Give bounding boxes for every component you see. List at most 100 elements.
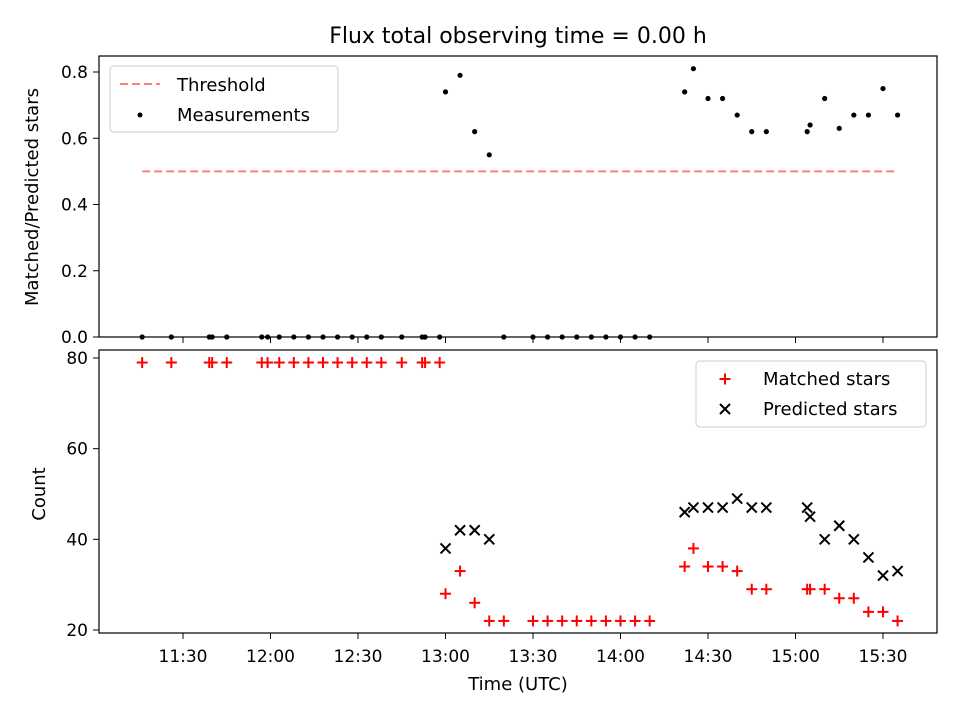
measurement-point	[880, 85, 886, 92]
measurement-point	[804, 129, 810, 135]
measurement-point	[851, 112, 857, 118]
matched-star-point	[542, 615, 554, 627]
matched-legend-swatch	[719, 373, 731, 385]
matched-star-point	[273, 357, 285, 369]
measurement-point	[437, 334, 443, 340]
measurement-point	[209, 334, 215, 340]
matched-star-point	[483, 615, 495, 627]
measurement-point	[364, 334, 370, 340]
matched-star-point	[804, 583, 816, 595]
matched-star-point	[396, 357, 408, 369]
measurement-point	[763, 129, 769, 135]
matched-star-point	[877, 606, 889, 618]
x-tick-label: 15:30	[859, 647, 908, 667]
measurement-point	[749, 129, 755, 135]
measurement-point	[544, 334, 551, 340]
matched-star-point	[862, 606, 874, 618]
matched-star-point	[165, 357, 177, 369]
top-axes: 0.0 0.2 0.4 0.6 0.8	[61, 63, 884, 348]
matched-star-point	[302, 357, 314, 369]
matched-star-point	[375, 357, 387, 369]
bottom-axes: 20 40 60 80 11:30 12:00 12:30 13:00 13:30 14:00 14…	[66, 349, 907, 667]
measurement-point	[334, 334, 341, 340]
matched-star-point	[454, 565, 466, 577]
top-marks	[139, 66, 901, 340]
bottom-y-axis-label: Count	[29, 467, 50, 520]
x-tick-label: 15:00	[771, 647, 820, 667]
matched-star-point	[317, 357, 329, 369]
top-panel: Matched/Predicted stars 0.00.20.40.60.8 …	[22, 55, 938, 348]
measurement-point	[457, 72, 463, 78]
top-y-tick-label: 0.2	[61, 262, 88, 282]
predicted-star-point	[454, 524, 466, 536]
predicted-star-point	[862, 551, 875, 564]
x-tick-label: 13:30	[509, 647, 558, 667]
matched-star-point	[600, 615, 612, 627]
measurement-point	[422, 334, 428, 340]
measurement-point	[378, 334, 384, 340]
measurement-point	[399, 334, 405, 340]
matched-star-point	[419, 357, 431, 369]
x-tick-label: 13:00	[421, 647, 470, 667]
bottom-legend: Matched stars Predicted stars	[695, 360, 927, 428]
top-legend: Threshold Measurements	[109, 65, 339, 133]
bottom-y-tick-label: 20	[66, 621, 88, 641]
x-tick-label: 14:00	[596, 647, 645, 667]
measurement-point	[305, 334, 312, 340]
predicted-star-point	[877, 569, 889, 582]
predicted-star-point	[801, 501, 813, 514]
matched-star-point	[262, 357, 274, 369]
predicted-star-point	[833, 520, 845, 532]
matched-star-point	[440, 588, 451, 600]
measurement-point	[224, 334, 230, 340]
matched-star-point	[434, 357, 446, 369]
bottom-panel: Count Time (UTC) 20 40 60 80 11:30 12:00 12:30…	[29, 349, 938, 695]
measurement-point	[894, 112, 901, 118]
x-tick-label: 12:30	[334, 647, 383, 667]
x-axis-label: Time (UTC)	[467, 674, 568, 695]
matched-star-point	[585, 615, 597, 627]
matched-star-point	[498, 615, 510, 627]
measurement-point	[320, 334, 326, 340]
measurement-point	[647, 334, 653, 340]
measurement-point	[442, 89, 449, 95]
measurement-point	[276, 334, 282, 340]
measurement-point	[168, 334, 174, 340]
measurement-point	[865, 112, 872, 118]
x-tick-label: 14:30	[684, 647, 733, 667]
measurement-point	[836, 125, 842, 131]
top-y-axis-label: Matched/Predicted stars	[22, 88, 43, 306]
top-y-tick-label: 0.0	[61, 328, 88, 348]
matched-star-point	[731, 565, 743, 577]
matched-star-point	[717, 561, 729, 573]
bottom-marks	[136, 357, 904, 627]
predicted-star-point	[848, 533, 860, 546]
predicted-star-point	[804, 510, 816, 523]
matched-star-point	[644, 615, 656, 627]
matched-star-point	[702, 561, 714, 573]
predicted-star-point	[678, 506, 691, 518]
matched-star-point	[556, 615, 568, 627]
measurement-point	[259, 334, 265, 340]
predicted-star-point	[746, 501, 758, 514]
matched-star-point	[136, 357, 148, 369]
measurement-point	[559, 334, 565, 340]
matched-legend-marker	[719, 373, 731, 385]
matched-star-point	[332, 357, 344, 369]
measurement-point	[617, 334, 624, 340]
matched-star-point	[527, 615, 539, 627]
matched-legend-label: Matched stars	[763, 369, 890, 390]
bottom-plot-frame	[98, 349, 938, 634]
matched-star-point	[361, 357, 373, 369]
measurement-point	[632, 334, 638, 340]
bottom-y-tick-label: 40	[66, 530, 88, 550]
bottom-legend-box	[695, 360, 927, 428]
measurement-point	[705, 95, 711, 102]
predicted-star-point	[731, 492, 743, 505]
measurement-point	[349, 334, 355, 340]
predicted-star-point	[468, 524, 481, 536]
measurement-point	[807, 122, 813, 128]
chart-title: Flux total observing time = 0.00 h	[329, 24, 707, 49]
measurement-point	[574, 334, 580, 340]
predicted-legend-swatch	[719, 403, 731, 415]
